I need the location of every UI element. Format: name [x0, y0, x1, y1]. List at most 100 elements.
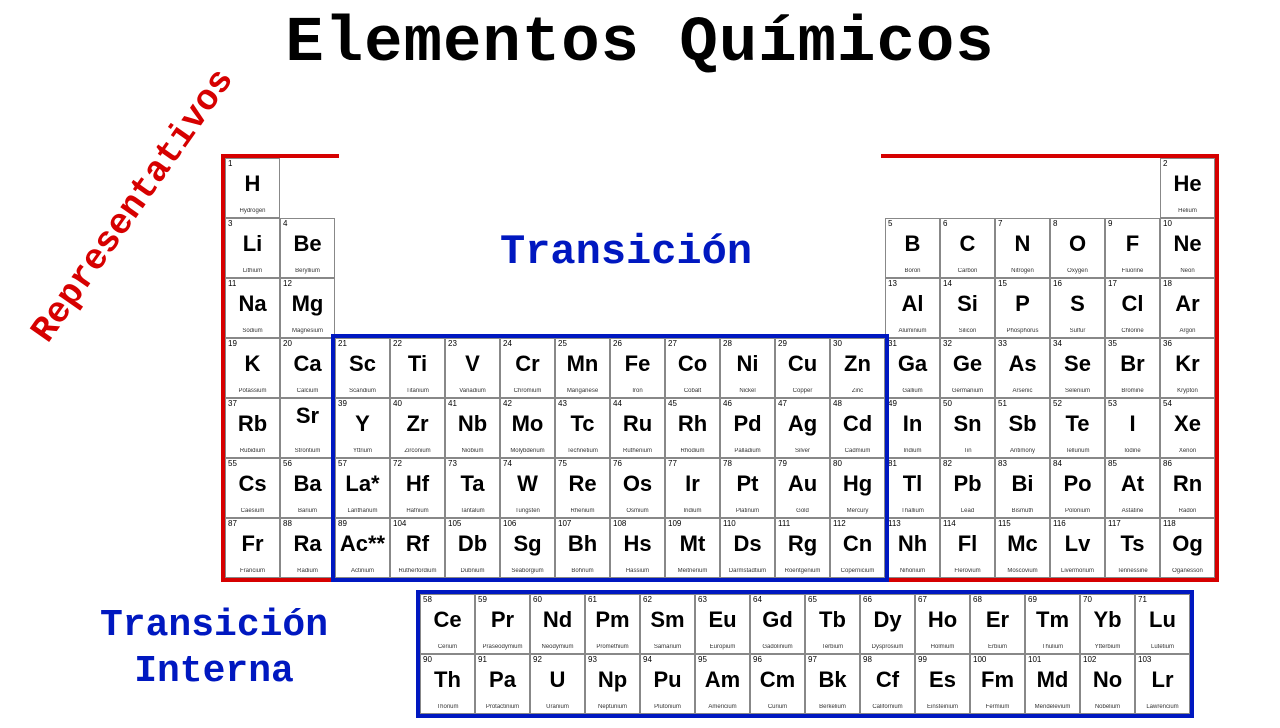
- element-name: Rubidium: [228, 448, 277, 454]
- element-name: Seaborgium: [503, 568, 552, 574]
- element-name: Fermium: [973, 704, 1022, 710]
- element-name: Niobium: [448, 448, 497, 454]
- element-cell: 28NiNickel: [720, 338, 775, 398]
- atomic-number: 61: [588, 596, 637, 604]
- element-cell: 74WTungsten: [500, 458, 555, 518]
- element-name: Moscovium: [998, 568, 1047, 574]
- element-symbol: Ni: [723, 352, 772, 376]
- element-cell: 8OOxygen: [1050, 218, 1105, 278]
- element-symbol: Fe: [613, 352, 662, 376]
- element-cell: 99EsEinsteinium: [915, 654, 970, 714]
- element-name: Neptunium: [588, 704, 637, 710]
- element-symbol: Ds: [723, 532, 772, 556]
- element-cell: 24CrChromium: [500, 338, 555, 398]
- atomic-number: 7: [998, 220, 1047, 228]
- element-cell: 58CeCerium: [420, 594, 475, 654]
- element-name: Dubnium: [448, 568, 497, 574]
- element-cell: 10NeNeon: [1160, 218, 1215, 278]
- element-symbol: Pb: [943, 472, 992, 496]
- atomic-number: 41: [448, 400, 497, 408]
- element-symbol: Sm: [643, 608, 692, 632]
- element-symbol: Am: [698, 668, 747, 692]
- element-symbol: Ac**: [338, 532, 387, 556]
- element-symbol: Na: [228, 292, 277, 316]
- element-cell: 111RgRoentgenium: [775, 518, 830, 578]
- element-symbol: Cu: [778, 352, 827, 376]
- element-cell: 13AlAluminium: [885, 278, 940, 338]
- element-cell: 64GdGadolinium: [750, 594, 805, 654]
- element-symbol: Yb: [1083, 608, 1132, 632]
- element-symbol: Li: [228, 232, 277, 256]
- element-name: Protactinium: [478, 704, 527, 710]
- element-name: Cerium: [423, 644, 472, 650]
- atomic-number: 76: [613, 460, 662, 468]
- atomic-number: 98: [863, 656, 912, 664]
- atomic-number: 57: [338, 460, 387, 468]
- element-name: Francium: [228, 568, 277, 574]
- element-cell: 14SiSilicon: [940, 278, 995, 338]
- atomic-number: 10: [1163, 220, 1212, 228]
- element-cell: 98CfCalifornium: [860, 654, 915, 714]
- element-name: Krypton: [1163, 388, 1212, 394]
- atomic-number: 30: [833, 340, 882, 348]
- element-name: Lithium: [228, 268, 277, 274]
- element-cell: 17ClChlorine: [1105, 278, 1160, 338]
- element-name: Actinium: [338, 568, 387, 574]
- element-symbol: Cm: [753, 668, 802, 692]
- element-name: Indium: [888, 448, 937, 454]
- element-name: Titanium: [393, 388, 442, 394]
- element-symbol: Dy: [863, 608, 912, 632]
- atomic-number: 12: [283, 280, 332, 288]
- element-name: Holmium: [918, 644, 967, 650]
- element-name: Silicon: [943, 328, 992, 334]
- element-symbol: B: [888, 232, 937, 256]
- element-name: Lawrencium: [1138, 704, 1187, 710]
- atomic-number: 8: [1053, 220, 1102, 228]
- element-name: Helium: [1163, 208, 1212, 214]
- atomic-number: 3: [228, 220, 277, 228]
- element-cell: 89Ac**Actinium: [335, 518, 390, 578]
- atomic-number: 69: [1028, 596, 1077, 604]
- element-symbol: O: [1053, 232, 1102, 256]
- element-cell: 4BeBeryllium: [280, 218, 335, 278]
- element-name: Bismuth: [998, 508, 1047, 514]
- element-name: Neon: [1163, 268, 1212, 274]
- atomic-number: 21: [338, 340, 387, 348]
- element-name: Curium: [753, 704, 802, 710]
- element-cell: 75ReRhenium: [555, 458, 610, 518]
- atomic-number: 11: [228, 280, 277, 288]
- element-cell: 114FlFlerovium: [940, 518, 995, 578]
- element-symbol: Ce: [423, 608, 472, 632]
- element-name: Rutherfordium: [393, 568, 442, 574]
- element-name: Bohrium: [558, 568, 607, 574]
- atomic-number: 84: [1053, 460, 1102, 468]
- element-cell: 6CCarbon: [940, 218, 995, 278]
- element-name: Tungsten: [503, 508, 552, 514]
- element-cell: 62SmSamarium: [640, 594, 695, 654]
- atomic-number: 78: [723, 460, 772, 468]
- element-cell: 1HHydrogen: [225, 158, 280, 218]
- element-cell: 82PbLead: [940, 458, 995, 518]
- element-name: Chlorine: [1108, 328, 1157, 334]
- element-name: Barium: [283, 508, 332, 514]
- element-symbol: Y: [338, 412, 387, 436]
- element-symbol: Hf: [393, 472, 442, 496]
- element-symbol: Pd: [723, 412, 772, 436]
- element-name: Livermorium: [1053, 568, 1102, 574]
- element-cell: 86RnRadon: [1160, 458, 1215, 518]
- element-name: Californium: [863, 704, 912, 710]
- element-symbol: Ca: [283, 352, 332, 376]
- element-name: Boron: [888, 268, 937, 274]
- atomic-number: 96: [753, 656, 802, 664]
- atomic-number: 59: [478, 596, 527, 604]
- element-name: Phosphorus: [998, 328, 1047, 334]
- element-cell: 21ScScandium: [335, 338, 390, 398]
- element-symbol: Ir: [668, 472, 717, 496]
- element-cell: 96 Cm Curium: [750, 654, 805, 714]
- element-name: Americium: [698, 704, 747, 710]
- element-symbol: N: [998, 232, 1047, 256]
- element-name: Antimony: [998, 448, 1047, 454]
- element-symbol: Mn: [558, 352, 607, 376]
- element-symbol: W: [503, 472, 552, 496]
- element-cell: 63EuEuropium: [695, 594, 750, 654]
